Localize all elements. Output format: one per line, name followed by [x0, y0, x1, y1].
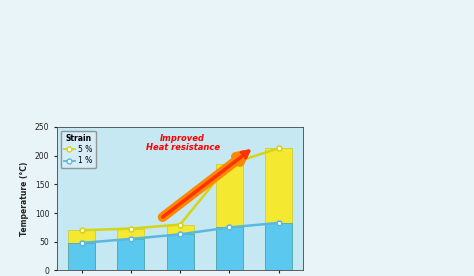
- Bar: [68, 230, 95, 270]
- Bar: [166, 225, 194, 270]
- Bar: [166, 234, 194, 270]
- Bar: [265, 148, 292, 270]
- Bar: [118, 239, 145, 270]
- Bar: [265, 223, 292, 270]
- Bar: [68, 243, 95, 270]
- Bar: [118, 229, 145, 270]
- Bar: [216, 227, 243, 270]
- Text: Heat resistance: Heat resistance: [146, 143, 219, 152]
- Legend: 5 %, 1 %: 5 %, 1 %: [61, 131, 96, 168]
- Y-axis label: Temperature (°C): Temperature (°C): [20, 161, 29, 236]
- Text: Improved: Improved: [160, 134, 205, 143]
- Bar: [216, 164, 243, 270]
